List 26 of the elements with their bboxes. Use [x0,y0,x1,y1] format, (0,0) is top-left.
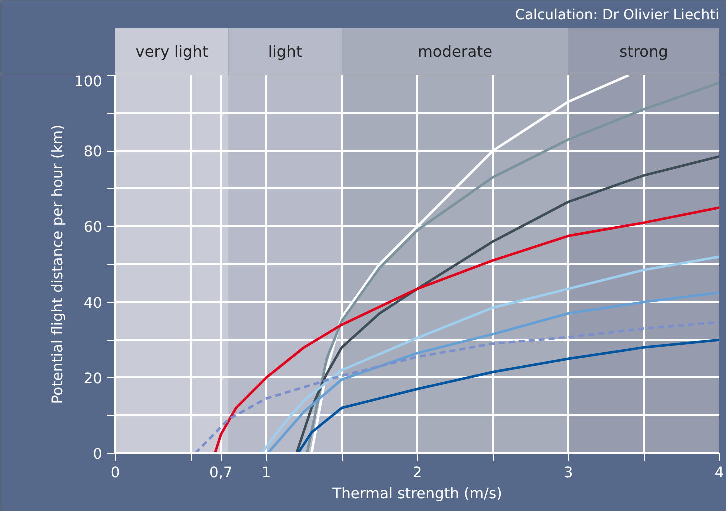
y-tick-label: 0 [93,446,103,463]
x-tick-label: 0,7 [210,464,233,482]
line-series [295,156,720,454]
x-tick-label: 1 [262,464,272,482]
text: Calculation: Dr Olivier Liechti [515,8,720,24]
line-series [260,256,720,454]
x-tick-label: 2 [412,464,422,482]
y-tick-label: 80 [84,144,103,161]
y-tick-label: 20 [84,370,103,388]
x-axis-title: Thermal strength (m/s) [332,486,502,502]
y-axis-title: Potential flight distance per hour (km) [50,124,67,404]
x-tick-label: 4 [714,464,724,482]
line-series [194,321,720,454]
y-tick-label: 40 [84,294,103,312]
line-series [214,206,720,454]
x-tick-label: 0 [110,464,120,482]
band-label: moderate [418,43,493,61]
y-tick-label: 60 [84,219,103,236]
x-tick-label: 3 [564,464,574,482]
y-tick-label: 100 [74,74,103,90]
line-series [296,338,720,454]
band-label: very light [136,43,208,61]
band-label: strong [620,43,668,61]
band-label: light [268,43,302,61]
line-series [306,82,720,454]
line-series [266,292,720,454]
